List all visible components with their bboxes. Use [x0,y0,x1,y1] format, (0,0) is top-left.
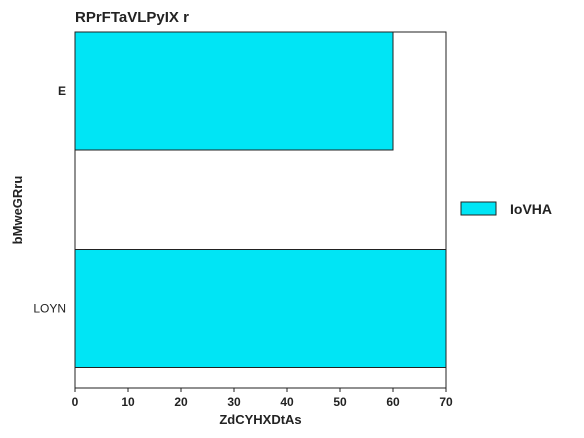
y-axis-label: bMweGRru [10,176,25,245]
y-tick-label: E [58,84,66,98]
chart-title: RPrFTaVLPyIX r [75,9,189,26]
x-tick-label: 30 [227,395,241,409]
x-axis-ticks: 0 10 20 30 40 50 60 70 [72,388,453,409]
legend: IoVHA [460,201,552,217]
legend-label: IoVHA [510,201,552,217]
legend-swatch [460,201,497,216]
x-tick-label: 70 [439,395,453,409]
bars-group [74,31,447,368]
x-tick-label: 50 [333,395,347,409]
y-axis-ticks: E LOYN [33,84,66,316]
x-tick-label: 10 [121,395,135,409]
x-tick-label: 60 [386,395,400,409]
y-tick-label: LOYN [33,302,66,316]
x-tick-label: 40 [280,395,294,409]
bar-loyn [74,249,447,368]
x-axis-label: ZdCYHXDtAs [219,412,301,427]
x-tick-label: 0 [72,395,79,409]
plot-frame [74,31,447,389]
x-tick-label: 20 [174,395,188,409]
bar-e [74,31,394,151]
